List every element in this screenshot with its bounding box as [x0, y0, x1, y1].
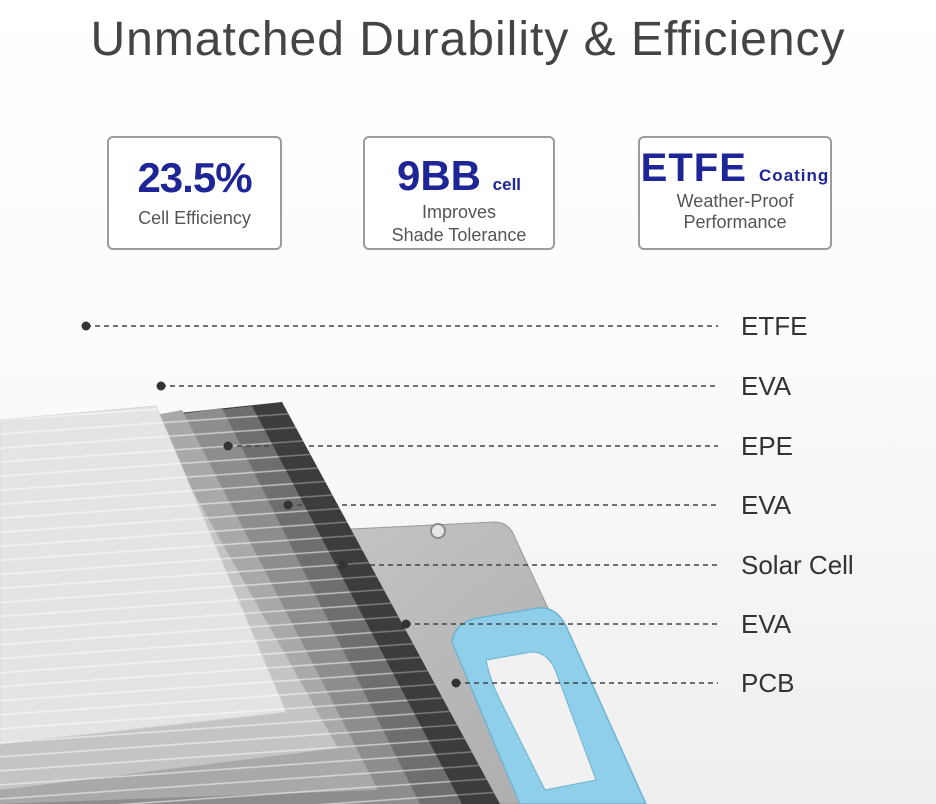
coating-value: ETFE: [640, 146, 747, 190]
callout-dots: [81, 321, 461, 688]
coating-caption-line-1: Weather-Proof: [676, 191, 794, 211]
coating-suffix: Coating: [759, 166, 830, 185]
busbar-caption-line-1: Improves: [421, 202, 497, 222]
layer-label-etfe: ETFE: [741, 311, 808, 341]
layer-label-epe: EPE: [741, 431, 794, 461]
coating-caption-line-2: Performance: [683, 212, 787, 232]
busbar-suffix: cell: [492, 175, 522, 194]
handle-grip-hole: [485, 651, 597, 791]
coating-badge: ETFE Coating Weather-Proof Performance: [638, 136, 832, 250]
layer-label-eva-2: EVA: [741, 490, 792, 520]
callout-lines: [86, 325, 718, 684]
layer-label-solar-cell: Solar Cell: [741, 550, 854, 580]
efficiency-badge: 23.5% Cell Efficiency: [107, 136, 282, 250]
busbar-value: 9BB: [396, 152, 481, 199]
coating-headline: ETFE Coating: [640, 146, 830, 191]
busbar-badge: 9BB cell Improves Shade Tolerance: [363, 136, 555, 250]
grommet-icon: [430, 523, 446, 539]
efficiency-caption: Cell Efficiency: [138, 208, 251, 228]
busbar-caption-line-2: Shade Tolerance: [391, 225, 527, 245]
page-title: Unmatched Durability & Efficiency: [90, 13, 846, 66]
layer-label-eva-1: EVA: [741, 371, 792, 401]
efficiency-value: 23.5%: [137, 154, 252, 201]
layer-label-eva-3: EVA: [741, 609, 792, 639]
busbar-headline: 9BB cell: [365, 152, 553, 200]
layer-label-pcb: PCB: [741, 668, 795, 698]
